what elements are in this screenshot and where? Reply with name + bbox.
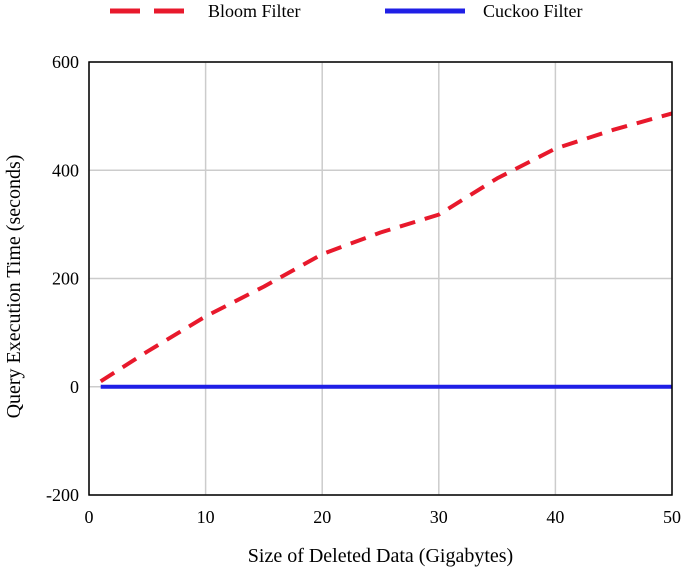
x-tick-label: 30 [430,507,448,527]
grid [88,61,673,496]
y-tick-labels: -200 0 200 400 600 [46,52,79,505]
y-tick-label: 600 [52,52,79,72]
legend-label-2: Cuckoo Filter [483,1,583,21]
x-tick-label: 40 [546,507,564,527]
series-layer [99,111,673,389]
x-axis-title: Size of Deleted Data (Gigabytes) [248,545,513,567]
x-tick-labels: 0 10 20 30 40 50 [85,507,682,527]
x-tick-label: 20 [313,507,331,527]
legend: Bloom Filter Cuckoo Filter [110,1,583,21]
plot-frame [88,61,673,496]
y-tick-label: 0 [70,377,79,397]
legend-label-1: Bloom Filter [208,1,301,21]
x-tick-label: 50 [663,507,681,527]
y-tick-label: 400 [52,160,79,180]
y-axis-title: Query Execution Time (seconds) [3,155,25,419]
x-tick-label: 10 [197,507,215,527]
x-tick-label: 0 [85,507,94,527]
y-tick-label: -200 [46,485,79,505]
y-tick-label: 200 [52,269,79,289]
series-line-1 [99,111,673,383]
